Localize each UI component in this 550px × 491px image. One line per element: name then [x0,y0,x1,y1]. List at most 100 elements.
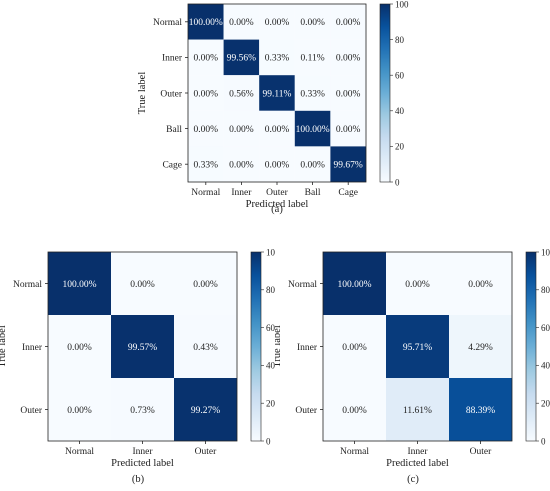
heatmap-cell [188,146,224,182]
y-tick-label: Cage [162,161,182,171]
heatmap-cell [188,39,224,76]
y-tick-label: Inner [297,343,318,353]
x-tick-label: Cage [338,188,358,198]
heatmap-cell [174,315,237,378]
heatmap-cell [188,110,224,147]
cell-value-label: 0.11% [301,54,325,64]
y-axis-label: True label [275,325,283,368]
cell-value-label: 100.00% [189,18,223,28]
heatmap-cell [259,75,295,111]
heatmap-cell [223,110,260,147]
x-axis-label: Predicted label [246,199,309,210]
y-axis-label: True label [0,325,8,368]
colorbar-tick-label: 100 [266,247,275,257]
cell-value-label: 0.00% [130,280,155,290]
x-tick-label: Normal [191,188,220,198]
colorbar [525,251,537,442]
cell-value-label: 99.56% [227,54,256,64]
heatmap-cell [174,378,237,441]
colorbar-tick-label: 80 [395,35,405,45]
cell-value-label: 0.00% [300,18,325,28]
x-tick-label: Inner [231,188,252,198]
heatmap-cell [223,146,260,182]
cell-value-label: 0.33% [300,89,325,99]
cell-value-label: 0.00% [405,280,430,290]
heatmap-cell [386,378,449,441]
x-axis-label: Predicted label [386,458,449,469]
cell-value-label: 0.00% [342,406,367,416]
heatmap-cell [48,378,111,441]
cell-value-label: 0.00% [194,54,219,64]
cell-value-label: 100.00% [62,280,96,290]
heatmap-cell [294,75,331,111]
cell-value-label: 0.00% [468,280,493,290]
colorbar-tick-label: 60 [266,323,275,333]
heatmap-cell [323,252,386,315]
cell-value-label: 0.00% [336,18,361,28]
colorbar-tick-label: 20 [541,399,550,409]
heatmap-cell [111,252,174,315]
colorbar-tick-label: 0 [541,436,546,446]
panel-c: 100.00% 0.00% 0.00% 0.00% 95.71% 4.29% 0.00% 11… [272,246,550,486]
heatmap-cell [259,146,295,182]
heatmap-cell [259,110,295,147]
panel-label: (c) [407,474,419,485]
cell-value-label: 0.00% [194,125,219,135]
heatmap-cell [188,4,224,40]
x-axis-label: Predicted label [111,458,174,469]
heatmap-cell [449,378,512,441]
colorbar-tick-label: 80 [541,285,550,295]
heatmap-cell [323,315,386,378]
panel-label: (b) [132,474,145,485]
colorbar [379,3,391,183]
colorbar-tick-label: 60 [395,71,405,81]
cell-value-label: 0.00% [67,343,92,353]
heatmap-cell [330,110,366,147]
colorbar-tick-label: 0 [266,436,271,446]
heatmap-cell [294,39,331,76]
cell-value-label: 0.56% [229,89,254,99]
cell-value-label: 99.67% [334,161,363,171]
heatmap-cell [330,39,366,76]
y-axis-label: True label [137,72,148,115]
cell-value-label: 99.11% [263,89,292,99]
y-tick-label: Ball [166,125,182,135]
heatmap-cell [330,4,366,40]
heatmap-cell [223,39,260,76]
colorbar-tick-label: 80 [266,285,275,295]
confusion-matrix-c: 100.00% 0.00% 0.00% 0.00% 95.71% 4.29% 0.00% 11… [272,247,550,485]
cell-value-label: 0.43% [193,343,218,353]
cell-value-label: 0.00% [265,161,290,171]
colorbar-tick-label: 100 [541,247,550,257]
heatmap-cell [330,146,366,182]
cell-value-label: 0.00% [336,125,361,135]
x-tick-label: Outer [470,447,492,457]
colorbar [250,251,262,442]
cell-value-label: 0.00% [229,161,254,171]
x-tick-label: Inner [407,447,428,457]
colorbar-tick-label: 40 [395,106,405,116]
cell-value-label: 0.00% [265,18,290,28]
y-tick-label: Inner [22,343,43,353]
cell-value-label: 100.00% [337,280,371,290]
heatmap-cell [111,315,174,378]
colorbar-tick-label: 40 [541,361,550,371]
cell-value-label: 0.00% [67,406,92,416]
x-tick-label: Outer [195,447,217,457]
cell-value-label: 0.33% [194,161,219,171]
y-tick-label: Normal [13,280,42,290]
y-tick-label: Normal [288,280,317,290]
colorbar-tick-label: 0 [395,177,400,187]
x-tick-label: Outer [266,188,288,198]
x-tick-label: Ball [305,188,321,198]
cell-value-label: 0.00% [193,280,218,290]
confusion-matrix-a: 100.00% 0.00% 0.00% 0.00% 0.00% 0.00% 99.56% 0.… [137,0,409,215]
colorbar-tick-label: 20 [266,399,275,409]
cell-value-label: 0.00% [300,161,325,171]
colorbar-tick-label: 40 [266,361,275,371]
heatmap-cell [449,315,512,378]
cell-value-label: 0.00% [194,89,219,99]
heatmap-cell [449,252,512,315]
confusion-matrix-b: 100.00% 0.00% 0.00% 0.00% 99.57% 0.43% 0.00% 0.… [0,247,280,485]
